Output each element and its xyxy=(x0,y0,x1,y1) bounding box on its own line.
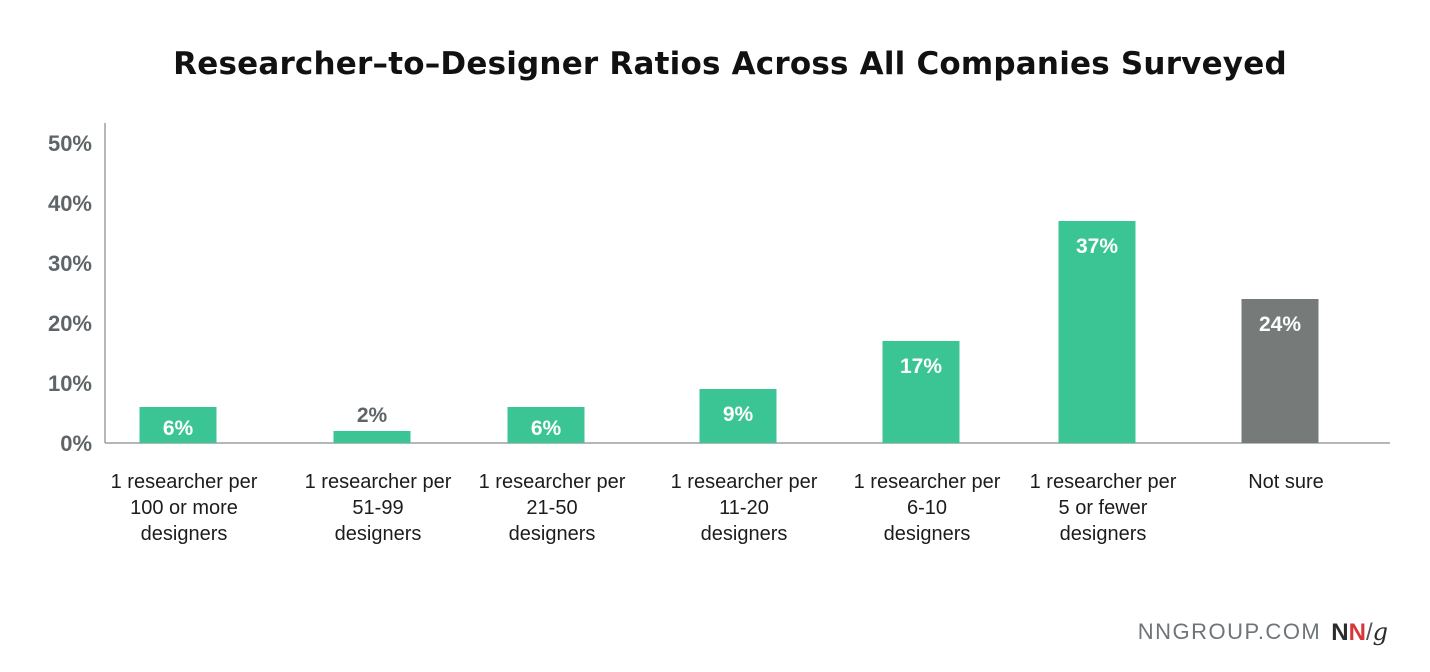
y-tick-label: 20% xyxy=(48,311,92,336)
x-category-label-line: 1 researcher per xyxy=(110,471,258,493)
bar xyxy=(1058,221,1136,443)
x-category-label-line: 11-20 xyxy=(719,497,769,519)
data-label: 37% xyxy=(1076,235,1118,258)
logo-slash: / xyxy=(1365,618,1373,646)
bar xyxy=(1241,299,1319,443)
x-category-label-line: 1 researcher per xyxy=(853,471,1001,493)
data-labels: 6% 2% 6% 9% 17% 37% 24% xyxy=(163,235,1302,440)
x-category-label: 1 researcher per 6-10 designers xyxy=(837,469,1017,547)
footer-site-text: NNGROUP.COM xyxy=(1137,619,1322,644)
data-label: 6% xyxy=(531,417,562,440)
logo-g: g xyxy=(1372,617,1388,646)
x-category-label-line: 5 or fewer xyxy=(1058,497,1148,519)
x-category-label-line: 1 researcher per xyxy=(670,471,818,493)
x-category-label-line: 6-10 xyxy=(906,497,948,519)
y-tick-label: 10% xyxy=(48,371,92,396)
x-category-label-line: 1 researcher per xyxy=(1029,471,1177,493)
nng-logo: NN/g xyxy=(1331,618,1388,647)
x-category-label: 1 researcher per 51-99 designers xyxy=(288,469,468,547)
logo-n2: N xyxy=(1348,618,1366,646)
x-category-label-line: designers xyxy=(334,523,422,545)
chart-title: Researcher–to–Designer Ratios Across All… xyxy=(173,46,1287,82)
x-category-label-line: designers xyxy=(508,523,596,545)
bar xyxy=(139,407,217,443)
x-category-label-line: designers xyxy=(140,523,228,545)
data-label: 2% xyxy=(357,404,388,427)
x-category-label: 1 researcher per 5 or fewer designers xyxy=(1013,469,1193,547)
logo-n1: N xyxy=(1331,618,1349,646)
x-category-label-line: 51-99 xyxy=(352,497,404,519)
y-tick-label: 30% xyxy=(48,251,92,276)
x-category-label: 1 researcher per 11-20 designers xyxy=(654,469,834,547)
data-label: 17% xyxy=(900,355,942,378)
footer: NNGROUP.COM NN/g xyxy=(1138,617,1388,647)
y-tick-label: 50% xyxy=(48,131,92,156)
x-category-label-line: 21-50 xyxy=(526,497,578,519)
x-category-label: Not sure xyxy=(1196,469,1376,495)
bar xyxy=(333,431,411,443)
y-tick-label: 0% xyxy=(60,431,92,456)
x-category-label-line: 1 researcher per xyxy=(478,471,626,493)
x-category-label-line: 1 researcher per xyxy=(304,471,452,493)
bar xyxy=(507,407,585,443)
data-label: 9% xyxy=(723,403,754,426)
bar xyxy=(699,389,777,443)
x-category-label-line: designers xyxy=(1059,523,1147,545)
x-category-label-line: Not sure xyxy=(1248,471,1324,493)
x-category-label: 1 researcher per 21-50 designers xyxy=(462,469,642,547)
y-tick-label: 40% xyxy=(48,191,92,216)
bar xyxy=(882,341,960,443)
x-category-label-line: designers xyxy=(700,523,788,545)
x-category-label-line: 100 or more xyxy=(130,497,238,519)
x-category-label-line: designers xyxy=(883,523,971,545)
data-label: 24% xyxy=(1259,313,1301,336)
y-axis-ticks: 0% 10% 20% 30% 40% 50% xyxy=(48,131,92,456)
x-category-label: 1 researcher per 100 or more designers xyxy=(94,469,274,547)
bars xyxy=(139,221,1319,443)
data-label: 6% xyxy=(163,417,194,440)
